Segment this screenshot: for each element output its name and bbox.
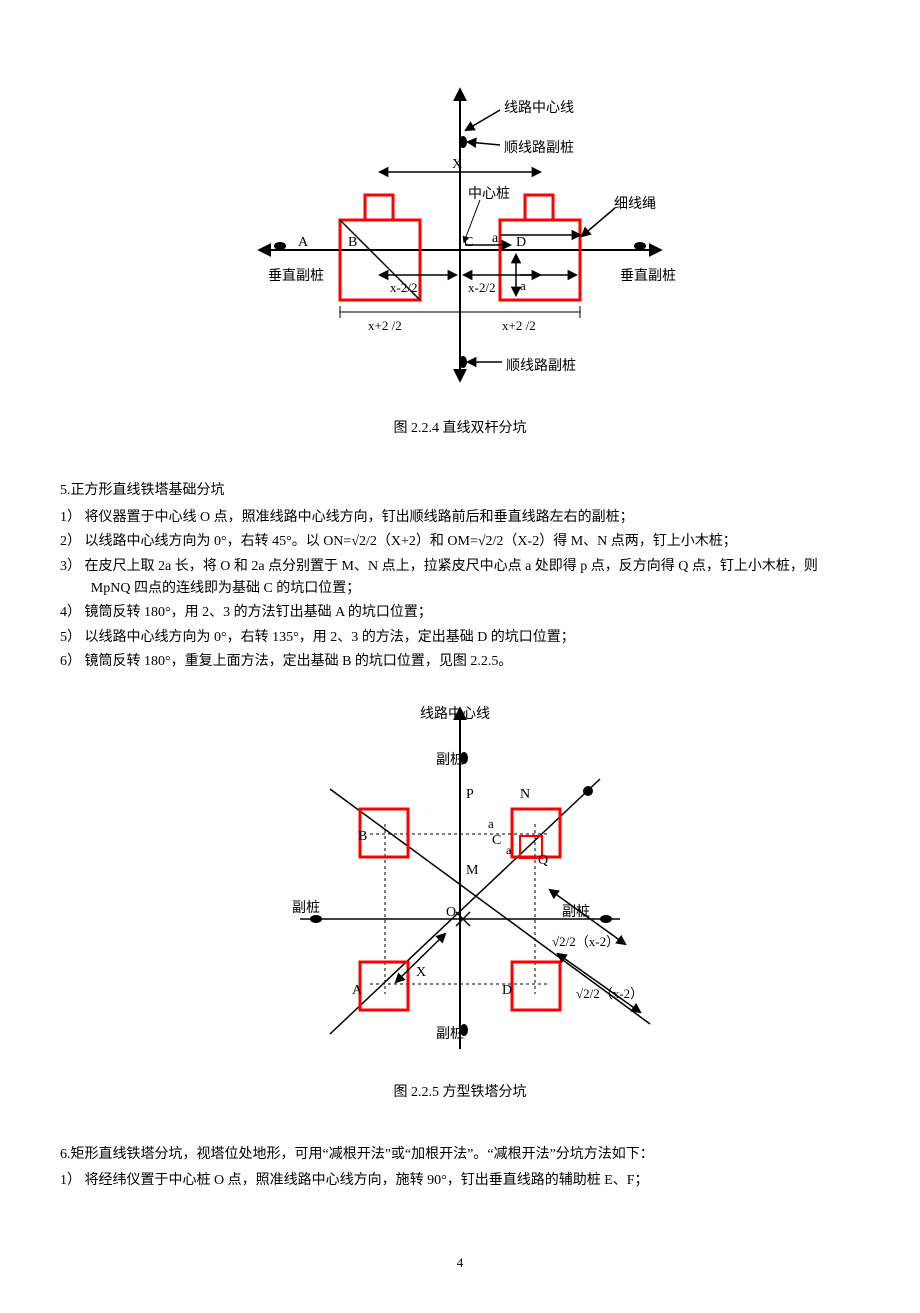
fig1-caption: 图 2.2.4 直线双杆分坑 bbox=[60, 418, 860, 440]
f2-Q: Q bbox=[538, 853, 548, 868]
step: 4） 镜筒反转 180°，用 2、3 的方法钉出基础 A 的坑口位置； bbox=[60, 602, 860, 624]
figure-2-2-5: 线路中心线 副桩 副桩 副桩 副桩 O P N M Q B C A D a a … bbox=[60, 694, 860, 1104]
lbl-X: X bbox=[452, 157, 462, 172]
lbl-a: a bbox=[492, 231, 499, 246]
f2-sub-t: 副桩 bbox=[436, 751, 464, 768]
section6-steps: 1） 将经纬仪置于中心桩 O 点，照准线路中心线方向，施转 90°，钉出垂直线路… bbox=[60, 1170, 860, 1192]
lbl-rope: 细线绳 bbox=[614, 196, 656, 212]
fig2-caption: 图 2.2.5 方型铁塔分坑 bbox=[60, 1082, 860, 1104]
lbl-D: D bbox=[516, 235, 526, 250]
step: 3） 在皮尺上取 2a 长，将 O 和 2a 点分别置于 M、N 点上，拉紧皮尺… bbox=[60, 556, 860, 601]
f2-sub-r: 副桩 bbox=[562, 903, 590, 920]
f2-centerline: 线路中心线 bbox=[420, 706, 490, 722]
step: 6） 镜筒反转 180°，重复上面方法，定出基础 B 的坑口位置，见图 2.2.… bbox=[60, 651, 860, 673]
f2-sub-l: 副桩 bbox=[292, 899, 320, 916]
lbl-xp22l: x+2 /2 bbox=[368, 318, 402, 333]
lbl-subperp-r: 垂直副桩 bbox=[620, 267, 676, 284]
fig2-svg: 线路中心线 副桩 副桩 副桩 副桩 O P N M Q B C A D a a … bbox=[220, 694, 700, 1074]
lbl-A: A bbox=[298, 235, 309, 250]
step: 1） 将仪器置于中心线 O 点，照准线路中心线方向，钉出顺线路前后和垂直线路左右… bbox=[60, 507, 860, 529]
step: 5） 以线路中心线方向为 0°，右转 135°，用 2、3 的方法，定出基础 D… bbox=[60, 627, 860, 649]
section5-steps: 1） 将仪器置于中心线 O 点，照准线路中心线方向，钉出顺线路前后和垂直线路左右… bbox=[60, 507, 860, 674]
section6-title: 6.矩形直线铁塔分坑，视塔位处地形，可用“减根开法”或“加根开法”。“减根开法”… bbox=[60, 1144, 860, 1166]
f2-half1: √2/2（x-2） bbox=[552, 934, 619, 949]
lbl-subalong-bot: 顺线路副桩 bbox=[506, 357, 576, 374]
f2-a2: a bbox=[506, 843, 512, 857]
f2-O: O bbox=[446, 905, 456, 920]
lbl-xp22r: x+2 /2 bbox=[502, 318, 536, 333]
step: 2） 以线路中心线方向为 0°，右转 45°。以 ON=√2/2（X+2）和 O… bbox=[60, 531, 860, 553]
f2-A: A bbox=[352, 983, 363, 998]
lbl-subperp-l: 垂直副桩 bbox=[268, 267, 324, 284]
fig1-svg: 线路中心线 顺线路副桩 顺线路副桩 垂直副桩 垂直副桩 中心桩 细线绳 X a … bbox=[220, 80, 700, 410]
f2-P: P bbox=[466, 787, 474, 802]
lbl-C: C bbox=[464, 235, 473, 250]
f2-C: C bbox=[492, 833, 501, 848]
figure-2-2-4: 线路中心线 顺线路副桩 顺线路副桩 垂直副桩 垂直副桩 中心桩 细线绳 X a … bbox=[60, 80, 860, 440]
lbl-xm22l: x-2/2 bbox=[390, 280, 417, 295]
lbl-xm22r: x-2/2 bbox=[468, 280, 495, 295]
lbl-subalong-top: 顺线路副桩 bbox=[504, 139, 574, 156]
f2-half2: √2/2（x-2） bbox=[576, 986, 643, 1001]
page-number: 4 bbox=[60, 1253, 860, 1274]
lbl-a2: a bbox=[520, 278, 526, 293]
f2-D: D bbox=[502, 983, 512, 998]
f2-sub-b: 副桩 bbox=[436, 1025, 464, 1042]
lbl-centerline: 线路中心线 bbox=[504, 100, 574, 116]
f2-B: B bbox=[358, 829, 367, 844]
f2-N: N bbox=[520, 787, 530, 802]
section5-title: 5.正方形直线铁塔基础分坑 bbox=[60, 480, 860, 502]
lbl-centerpeg: 中心桩 bbox=[468, 185, 510, 202]
step: 1） 将经纬仪置于中心桩 O 点，照准线路中心线方向，施转 90°，钉出垂直线路… bbox=[60, 1170, 860, 1192]
f2-X: X bbox=[416, 965, 426, 980]
f2-M: M bbox=[466, 863, 479, 878]
f2-a: a bbox=[488, 816, 494, 831]
lbl-B: B bbox=[348, 235, 357, 250]
